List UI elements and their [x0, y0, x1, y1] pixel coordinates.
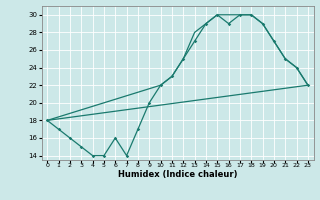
X-axis label: Humidex (Indice chaleur): Humidex (Indice chaleur)	[118, 170, 237, 179]
